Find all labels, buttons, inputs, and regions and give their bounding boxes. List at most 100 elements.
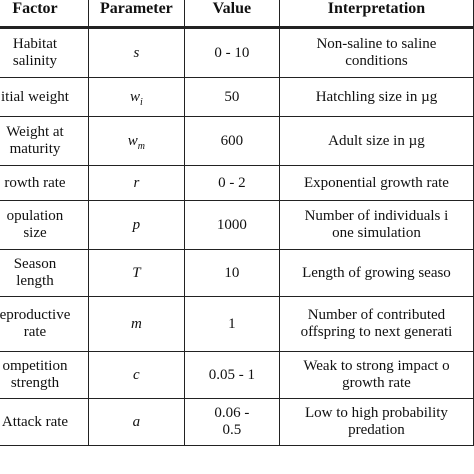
- factor-line: itial weight: [1, 88, 69, 105]
- value-line: 600: [220, 132, 244, 149]
- table-header-row: Factor Parameter Value Interpretation: [0, 0, 474, 29]
- factor-cell: eproductive rate: [0, 296, 89, 352]
- factor-line: size: [23, 225, 47, 241]
- table-row: rowth rate r 0 - 2 Exponential growth rate: [0, 165, 474, 201]
- value-cell: 0.05 - 1: [183, 351, 280, 399]
- factor-line: Weight at: [6, 124, 64, 140]
- parameter-symbol: r: [133, 174, 140, 191]
- factor-cell: opulation size: [0, 200, 89, 250]
- value-cell: 600: [183, 116, 280, 166]
- parameter-symbol: p: [132, 216, 141, 233]
- factor-line: Attack rate: [1, 413, 69, 430]
- factor-line: eproductive: [0, 307, 71, 323]
- value-cell: 1000: [183, 200, 280, 250]
- factor-line: strength: [10, 375, 60, 391]
- value-line: 0.06 -: [214, 405, 250, 421]
- interpretation-line: Exponential growth rate: [303, 174, 449, 191]
- interpretation-line: Number of individuals i: [304, 208, 449, 224]
- parameter-symbol: s: [133, 44, 140, 61]
- value-line: 1000: [216, 216, 247, 233]
- factor-cell: rowth rate: [0, 165, 89, 201]
- factor-line: rate: [23, 324, 47, 340]
- value-cell: 0 - 10: [183, 27, 280, 78]
- parameter-cell: wm: [87, 116, 185, 166]
- table-row: Attack rate a 0.06 -0.5 Low to high probabi…: [0, 398, 474, 446]
- header-factor: Factor: [0, 0, 89, 29]
- value-cell: 1: [183, 296, 280, 352]
- value-line: 0.5: [222, 422, 242, 438]
- table-row: opulation size p 1000 Number of individuals …: [0, 200, 474, 250]
- interpretation-line: Length of growing seaso: [302, 264, 451, 281]
- parameter-symbol: m: [130, 315, 142, 332]
- factor-line: Season: [13, 256, 57, 272]
- interpretation-line: growth rate: [342, 375, 411, 391]
- header-interpretation: Interpretation: [278, 0, 474, 29]
- table-row: itial weight wi 50 Hatchling size in µg: [0, 77, 474, 117]
- factor-line: salinity: [12, 53, 58, 69]
- value-line: 50: [224, 88, 240, 105]
- interpretation-cell: Number of individuals i one simulation: [278, 200, 474, 250]
- factor-line: Habitat: [12, 36, 58, 52]
- interpretation-cell: Weak to strong impact o growth rate: [278, 351, 474, 399]
- interpretation-cell: Hatchling size in µg: [278, 77, 474, 117]
- parameter-cell: m: [87, 296, 185, 352]
- factor-cell: Season length: [0, 249, 89, 297]
- value-line: 0 - 10: [214, 44, 250, 61]
- interpretation-line: Number of contributed: [307, 307, 446, 323]
- parameter-cell: a: [87, 398, 185, 446]
- interpretation-line: Weak to strong impact o: [303, 358, 450, 374]
- parameter-cell: c: [87, 351, 185, 399]
- interpretation-cell: Adult size in µg: [278, 116, 474, 166]
- parameter-subscript: i: [139, 96, 143, 108]
- interpretation-cell: Length of growing seaso: [278, 249, 474, 297]
- interpretation-line: Hatchling size in µg: [315, 88, 438, 105]
- interpretation-cell: Exponential growth rate: [278, 165, 474, 201]
- factor-line: maturity: [9, 141, 61, 157]
- table-row: ompetition strength c 0.05 - 1 Weak to stron…: [0, 351, 474, 399]
- factor-line: length: [16, 273, 54, 289]
- factor-cell: ompetition strength: [0, 351, 89, 399]
- parameter-symbol: c: [133, 366, 140, 383]
- value-line: 10: [224, 264, 240, 281]
- factor-cell: Weight at maturity: [0, 116, 89, 166]
- value-cell: 0.06 -0.5: [183, 398, 280, 446]
- factor-line: opulation: [6, 208, 64, 224]
- interpretation-cell: Number of contributed offspring to next g…: [278, 296, 474, 352]
- interpretation-line: Low to high probability: [305, 405, 448, 421]
- header-value: Value: [183, 0, 280, 29]
- table-viewport: Factor Parameter Value Interpretation Ha…: [0, 0, 474, 446]
- parameter-symbol: T: [132, 264, 141, 281]
- factor-cell: Attack rate: [0, 398, 89, 446]
- value-line: 0 - 2: [218, 174, 246, 191]
- interpretation-line: Non-saline to saline: [316, 36, 437, 52]
- table-row: Season length T 10 Length of growing seaso: [0, 249, 474, 297]
- parameter-symbol: w: [129, 88, 140, 105]
- interpretation-line: offspring to next generati: [300, 324, 453, 340]
- interpretation-line: Adult size in µg: [328, 132, 425, 149]
- factor-cell: Habitat salinity: [0, 27, 89, 78]
- value-cell: 10: [183, 249, 280, 297]
- table-row: eproductive rate m 1 Number of contributed of…: [0, 296, 474, 352]
- parameter-cell: r: [87, 165, 185, 201]
- value-line: 1: [228, 315, 236, 332]
- factor-line: ompetition: [2, 358, 68, 374]
- interpretation-line: conditions: [345, 53, 408, 69]
- parameter-cell: wi: [87, 77, 185, 117]
- parameter-cell: T: [87, 249, 185, 297]
- table-body: Habitat salinity s 0 - 10 Non-saline to sali…: [0, 27, 474, 446]
- value-line: 0.05 - 1: [208, 366, 255, 383]
- table-row: Habitat salinity s 0 - 10 Non-saline to sali…: [0, 27, 474, 78]
- header-parameter: Parameter: [87, 0, 185, 29]
- parameter-table: Factor Parameter Value Interpretation Ha…: [0, 0, 474, 446]
- value-cell: 50: [183, 77, 280, 117]
- interpretation-cell: Low to high probability predation: [278, 398, 474, 446]
- factor-cell: itial weight: [0, 77, 89, 117]
- value-cell: 0 - 2: [183, 165, 280, 201]
- interpretation-line: predation: [348, 422, 405, 438]
- factor-line: rowth rate: [4, 174, 66, 191]
- interpretation-cell: Non-saline to saline conditions: [278, 27, 474, 78]
- parameter-symbol: w: [127, 132, 138, 149]
- parameter-symbol: a: [132, 413, 141, 430]
- table-row: Weight at maturity wm 600 Adult size in µg: [0, 116, 474, 166]
- parameter-subscript: m: [137, 140, 145, 152]
